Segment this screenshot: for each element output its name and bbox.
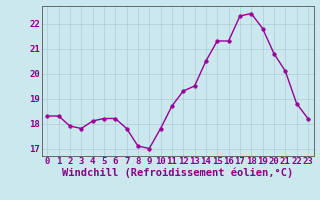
X-axis label: Windchill (Refroidissement éolien,°C): Windchill (Refroidissement éolien,°C) [62,168,293,178]
